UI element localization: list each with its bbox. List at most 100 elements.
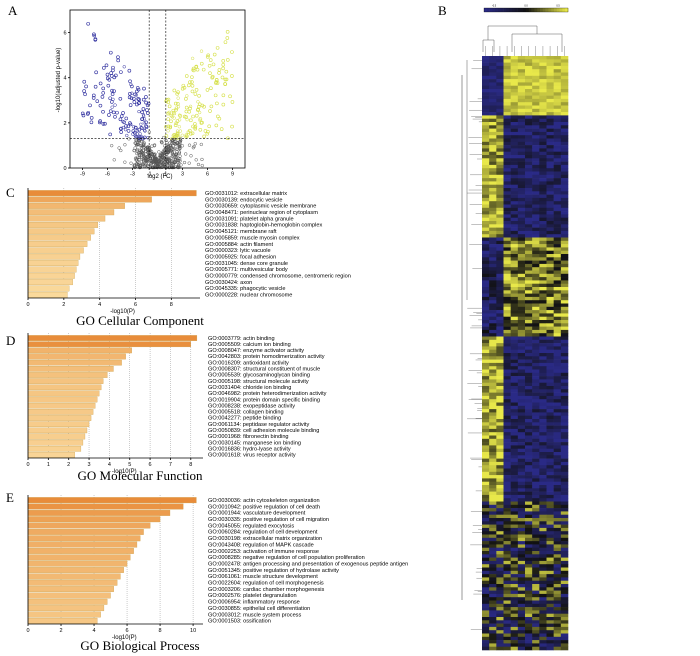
heatmap-cell (560, 323, 569, 327)
heatmap-cell (560, 481, 569, 486)
heatmap-cell (496, 574, 504, 578)
heatmap-cell (560, 448, 569, 453)
heatmap-cell (553, 346, 562, 350)
heatmap-cell (560, 623, 569, 628)
heatmap-cell (510, 333, 519, 337)
heatmap-cell (517, 339, 526, 344)
heatmap-cell (553, 293, 562, 298)
go-bar (27, 592, 111, 599)
heatmap-cell (496, 171, 504, 176)
heatmap-cell (496, 95, 504, 100)
heatmap-cell (510, 62, 519, 67)
heatmap-cell (525, 201, 533, 205)
heatmap-cell (482, 92, 490, 96)
heatmap-cell (517, 567, 526, 572)
go-bar (27, 347, 132, 354)
heatmap-cell (539, 534, 547, 539)
heatmap-cell (489, 551, 497, 555)
heatmap-cell (539, 141, 547, 146)
heatmap-cell (560, 475, 569, 479)
heatmap-cell (546, 501, 554, 506)
heatmap-cell (510, 237, 519, 242)
heatmap-cell (517, 326, 526, 331)
heatmap-cell (489, 521, 497, 525)
volcano-point (122, 65, 126, 69)
volcano-point (197, 110, 202, 115)
heatmap-cell (560, 458, 569, 463)
heatmap-cell (532, 188, 540, 192)
heatmap-cell (517, 102, 526, 106)
heatmap-cell (525, 425, 533, 430)
heatmap-cell (560, 531, 569, 535)
heatmap-cell (546, 534, 554, 539)
heatmap-cell (560, 214, 569, 218)
heatmap-cell (489, 197, 497, 202)
heatmap-cell (525, 468, 533, 473)
heatmap-cell (525, 458, 533, 463)
heatmap-cell (489, 590, 497, 595)
heatmap-cell (525, 329, 533, 334)
heatmap-cell (553, 468, 562, 473)
volcano-point (191, 146, 195, 150)
heatmap-cell (503, 263, 511, 268)
heatmap-cell (532, 214, 540, 218)
volcano-point-down (98, 119, 102, 123)
go-term-label: GO:0001968: fibronectin binding (208, 434, 289, 440)
heatmap-cell (553, 89, 562, 93)
heatmap-cell (532, 310, 540, 314)
heatmap-cell (546, 161, 554, 166)
volcano-point-up (191, 114, 195, 119)
heatmap-cell (510, 102, 519, 106)
heatmap-cell (525, 260, 533, 265)
heatmap-cell (496, 372, 504, 377)
heatmap-cell (489, 633, 497, 638)
heatmap-cell (546, 366, 554, 370)
heatmap-cell (553, 574, 562, 578)
heatmap-cell (525, 452, 533, 456)
heatmap-cell (496, 620, 504, 624)
heatmap-cell (546, 155, 554, 159)
x-tick-label: 10 (190, 628, 196, 634)
heatmap-cell (503, 217, 511, 222)
heatmap-cell (517, 593, 526, 598)
volcano-point (142, 128, 147, 132)
heatmap-cell (532, 491, 540, 496)
heatmap-cell (539, 263, 547, 268)
heatmap-cell (532, 570, 540, 575)
heatmap-cell (482, 580, 490, 585)
heatmap-cell (553, 349, 562, 354)
heatmap-cell (503, 290, 511, 294)
heatmap-cell (553, 471, 562, 476)
heatmap-cell (546, 508, 554, 512)
go-term-label: GO:0043408: regulation of MAPK cascade (208, 542, 314, 548)
heatmap-cell (525, 356, 533, 360)
heatmap-cell (482, 155, 490, 159)
heatmap-cell (539, 475, 547, 479)
heatmap-cell (510, 260, 519, 265)
heatmap-cell (532, 366, 540, 370)
heatmap-cell (489, 435, 497, 440)
heatmap-cell (489, 75, 497, 80)
heatmap-cell (525, 620, 533, 624)
legend-swatch (523, 8, 527, 12)
volcano-point-down (119, 126, 123, 131)
heatmap-cell (546, 227, 554, 232)
heatmap-cell (532, 329, 540, 334)
heatmap-cell (553, 481, 562, 486)
heatmap-cell (539, 587, 547, 591)
volcano-point-up (165, 97, 169, 102)
heatmap-cell (517, 277, 526, 281)
heatmap-cell (517, 494, 526, 499)
volcano-point (143, 163, 148, 168)
heatmap-cell (510, 346, 519, 350)
heatmap-cell (553, 181, 562, 185)
heatmap-cell (510, 488, 519, 492)
volcano-point-up (184, 105, 189, 110)
heatmap-cell (496, 273, 504, 278)
go-bar (27, 341, 191, 348)
heatmap-cell (560, 336, 569, 341)
volcano-point (117, 146, 121, 150)
heatmap-cell (496, 458, 504, 463)
chart-title: GO Molecular Function (78, 468, 203, 483)
heatmap-cell (489, 201, 497, 205)
